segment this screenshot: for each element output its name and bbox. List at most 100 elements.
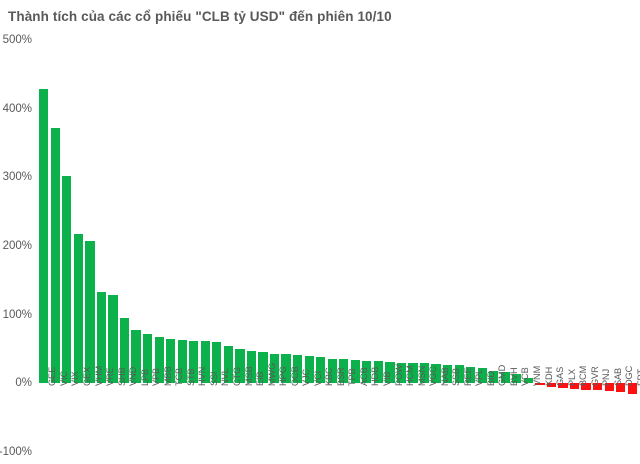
bar-vix[interactable]	[62, 175, 72, 384]
bar-eib[interactable]	[246, 351, 257, 384]
bar-kdh[interactable]	[535, 383, 545, 386]
x-axis-tick-label-hdb: HDB	[370, 367, 381, 387]
x-axis-tick-label-bid: BID	[485, 371, 496, 387]
x-axis-tick-label-vjc: VJC	[301, 369, 312, 387]
x-axis-tick-label-vic: VIC	[58, 371, 69, 387]
bar-vnm[interactable]	[523, 377, 533, 384]
x-axis-tick-label-nvl: NVL	[220, 368, 231, 387]
bar-hdb[interactable]	[362, 360, 372, 384]
page-title: Thành tích của các cổ phiếu "CLB tỷ USD"…	[8, 9, 392, 24]
x-axis-tick-label-kdh: KDH	[543, 367, 554, 387]
bar-vci[interactable]	[304, 355, 314, 384]
x-axis-tick-label-sab: SAB	[612, 368, 623, 387]
bar-ree[interactable]	[454, 365, 464, 384]
bar-acb[interactable]	[350, 359, 360, 384]
bar-pow[interactable]	[385, 362, 395, 384]
x-axis-tick-label-nab: NAB	[439, 367, 450, 387]
bar-vpb[interactable]	[143, 333, 153, 384]
x-axis-tick-label-vci: VCI	[312, 371, 323, 387]
bar-plx[interactable]	[558, 383, 568, 389]
bar-msb[interactable]	[235, 349, 245, 384]
bar-bsr[interactable]	[327, 358, 337, 384]
bar-vnd[interactable]	[119, 318, 130, 384]
bar-shb[interactable]	[108, 295, 118, 384]
x-axis-tick-label-pnj: PNJ	[601, 369, 612, 387]
x-axis-tick-label-vib: VIB	[381, 371, 392, 387]
bar-vgc[interactable]	[419, 363, 430, 384]
y-axis-tick-label: 100%	[2, 308, 32, 321]
bar-kbc[interactable]	[316, 357, 326, 384]
bar-dgc[interactable]	[616, 383, 626, 393]
bar-nab[interactable]	[431, 364, 441, 384]
x-axis-tick-label-plx: PLX	[566, 369, 577, 387]
x-axis-tick-label-vhm: VHM	[93, 366, 104, 387]
x-axis-tick-label-gex: GEX	[81, 367, 92, 387]
x-axis-tick-label-vre: VRE	[105, 367, 116, 387]
y-axis-tick-label: 500%	[2, 34, 32, 46]
bar-pnj[interactable]	[593, 383, 603, 391]
bar-gee[interactable]	[39, 89, 49, 384]
bar-bid[interactable]	[477, 368, 487, 384]
bar-vic[interactable]	[50, 127, 60, 384]
bar-hvn[interactable]	[189, 340, 199, 384]
bar-hcm[interactable]	[396, 362, 407, 384]
bar-vhm[interactable]	[85, 241, 95, 384]
bar-ssb[interactable]	[443, 364, 453, 384]
x-axis-tick-label-mwg: MWG	[266, 363, 277, 387]
bar-mbb[interactable]	[154, 336, 164, 384]
x-axis-tick-label-dgc: DGC	[624, 366, 635, 387]
bar-gas[interactable]	[546, 383, 557, 388]
x-axis-tick-label-tpb: TPB	[347, 368, 358, 387]
bar-vpl[interactable]	[466, 366, 476, 384]
bar-vre[interactable]	[96, 292, 107, 384]
bar-vjc[interactable]	[293, 355, 303, 384]
x-axis-tick-label-gvr: GVR	[589, 366, 600, 387]
x-axis-tick-label-stb: STB	[185, 368, 196, 387]
bar-bvh[interactable]	[500, 372, 510, 384]
bar-hpg[interactable]	[269, 353, 280, 384]
x-axis-tick-label-ree: REE	[462, 367, 473, 387]
x-axis-tick-label-vcb: VCB	[520, 367, 531, 387]
bar-mwg[interactable]	[258, 352, 268, 384]
bar-ctg[interactable]	[223, 345, 233, 384]
x-axis-tick-label-tcb: TCB	[174, 368, 185, 387]
x-axis-tick-label-ssi: SSI	[208, 371, 219, 387]
bar-bcm[interactable]	[569, 383, 580, 389]
bar-gex[interactable]	[73, 233, 83, 384]
x-axis-tick-label-lpb: LPB	[139, 369, 150, 387]
x-axis-tick-label-msn: MSN	[416, 366, 427, 387]
bar-series	[38, 40, 638, 452]
y-axis-tick-label: 0%	[15, 377, 32, 390]
bar-ocb[interactable]	[281, 354, 291, 384]
y-axis-tick-label: 200%	[2, 240, 32, 252]
bar-gvr[interactable]	[581, 383, 591, 390]
x-axis-tick-label-acb: ACB	[358, 367, 369, 387]
y-axis-tick-label: 300%	[2, 171, 32, 184]
x-axis-tick-label-bvh: BVH	[508, 367, 519, 387]
x-axis-tick-label-gas: GAS	[555, 367, 566, 387]
bar-nvl[interactable]	[212, 342, 222, 384]
x-axis-tick-label-vpb: VPB	[151, 368, 162, 387]
bar-msn[interactable]	[408, 363, 418, 384]
bar-vcb[interactable]	[512, 374, 522, 384]
x-axis-tick-label-shb: SHB	[116, 367, 127, 387]
bar-gmd[interactable]	[489, 370, 499, 384]
bar-tpb[interactable]	[339, 359, 349, 384]
bar-fpt[interactable]	[627, 383, 637, 395]
x-axis-tick-label-pow: POW	[393, 364, 404, 387]
x-axis-tick-label-fpt: FPT	[635, 369, 640, 387]
plot-area: 500% 400% 300% 200% 100% 0% -100% GEE VIC VIX GEX…	[0, 34, 640, 458]
bar-stb[interactable]	[177, 340, 187, 384]
x-axis-tick-label-kbc: KBC	[324, 367, 335, 387]
x-axis-tick-label-hcm: HCM	[405, 365, 416, 387]
y-axis-tick-label: -100%	[0, 446, 32, 458]
y-axis-tick-label: 400%	[2, 102, 32, 115]
bar-tcb[interactable]	[166, 339, 176, 384]
bar-lpb[interactable]	[131, 329, 141, 384]
bar-sab[interactable]	[604, 383, 614, 391]
x-axis-tick-label-vnm: VNM	[531, 366, 542, 387]
x-axis-tick-label-bcm: BCM	[578, 366, 589, 387]
bar-vib[interactable]	[373, 361, 383, 384]
bar-ssi[interactable]	[200, 340, 210, 384]
